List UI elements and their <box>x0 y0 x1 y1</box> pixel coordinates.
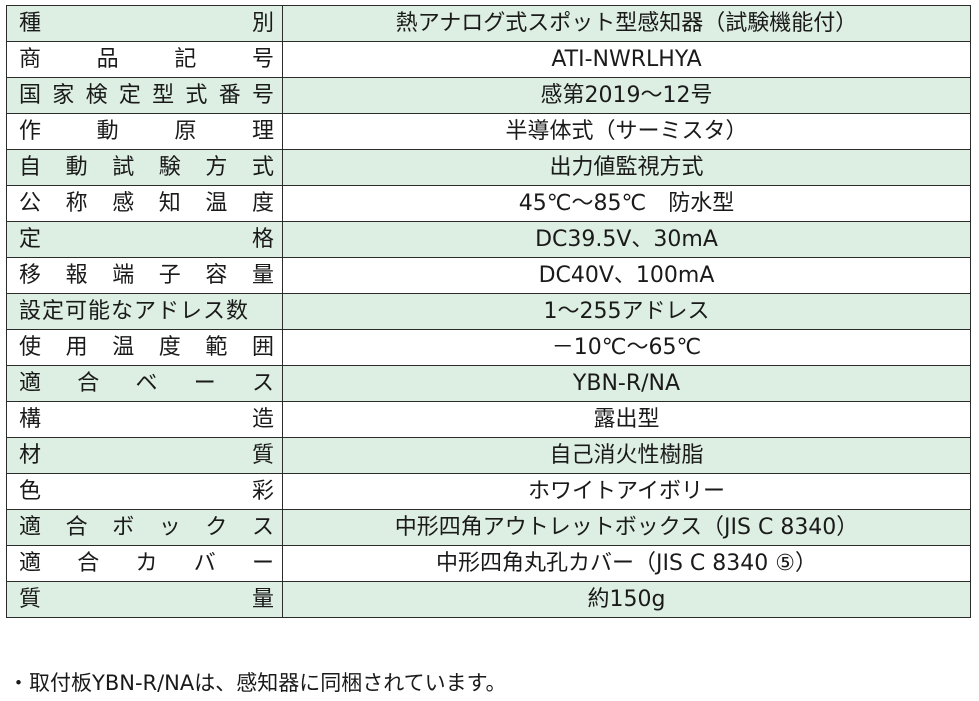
spec-label: 使用温度範囲 <box>19 334 274 360</box>
spec-row: 自動試験方式出力値監視方式 <box>6 149 971 186</box>
spec-label-cell: 色彩 <box>6 473 283 510</box>
spec-value: 約150g <box>282 581 971 618</box>
spec-label-cell: 適合ボックス <box>6 509 283 546</box>
spec-value: 感第2019～12号 <box>282 77 971 114</box>
spec-value: ホワイトアイボリー <box>282 473 971 510</box>
spec-label-cell: 商品記号 <box>6 41 283 78</box>
spec-label-cell: 使用温度範囲 <box>6 329 283 366</box>
spec-value: －10℃～65℃ <box>282 329 971 366</box>
spec-row: 商品記号 ATI-NWRLHYA <box>6 41 971 78</box>
spec-label-cell: 自動試験方式 <box>6 149 283 186</box>
spec-row: 設定可能なアドレス数 1～255アドレス <box>6 293 971 330</box>
spec-label-cell: 国家検定型式番号 <box>6 77 283 114</box>
spec-label: 公称感知温度 <box>19 190 274 216</box>
spec-value: 露出型 <box>282 401 971 438</box>
spec-row: 使用温度範囲 －10℃～65℃ <box>6 329 971 366</box>
spec-label-cell: 種別 <box>6 5 283 42</box>
spec-value: DC39.5V、30mA <box>282 221 971 258</box>
spec-label: 構造 <box>19 406 274 432</box>
spec-label-cell: 定格 <box>6 221 283 258</box>
spec-row: 構造露出型 <box>6 401 971 438</box>
spec-label: 適合カバー <box>19 550 274 576</box>
spec-row: 種別熱アナログ式スポット型感知器（試験機能付） <box>6 5 971 42</box>
spec-value: 半導体式（サーミスタ） <box>282 113 971 150</box>
spec-value: 出力値監視方式 <box>282 149 971 186</box>
spec-row: 国家検定型式番号感第2019～12号 <box>6 77 971 114</box>
spec-label-cell: 移報端子容量 <box>6 257 283 294</box>
spec-value: 自己消火性樹脂 <box>282 437 971 474</box>
spec-row: 適合ベース YBN-R/NA <box>6 365 971 402</box>
spec-label: 設定可能なアドレス数 <box>19 298 250 324</box>
spec-label-cell: 材質 <box>6 437 283 474</box>
spec-label-cell: 作動原理 <box>6 113 283 150</box>
spec-table-body: 種別熱アナログ式スポット型感知器（試験機能付）商品記号 ATI-NWRLHYA 国家… <box>6 5 971 618</box>
spec-value: DC40V、100mA <box>282 257 971 294</box>
spec-row: 質量約150g <box>6 581 971 618</box>
spec-label: 適合ベース <box>19 370 274 396</box>
spec-value: ATI-NWRLHYA <box>282 41 971 78</box>
spec-label: 作動原理 <box>19 118 274 144</box>
spec-label: 色彩 <box>19 478 274 504</box>
spec-label-cell: 公称感知温度 <box>6 185 283 222</box>
spec-label: 質量 <box>19 586 274 612</box>
spec-label-cell: 適合ベース <box>6 365 283 402</box>
footnote: ・取付板YBN-R/NAは、感知器に同梱されています。 <box>8 671 507 695</box>
spec-row: 移報端子容量 DC40V、100mA <box>6 257 971 294</box>
spec-row: 定格 DC39.5V、30mA <box>6 221 971 258</box>
spec-table: 種別熱アナログ式スポット型感知器（試験機能付）商品記号 ATI-NWRLHYA 国家… <box>6 5 971 618</box>
spec-label-cell: 適合カバー <box>6 545 283 582</box>
spec-label: 材質 <box>19 442 274 468</box>
spec-label: 種別 <box>19 10 274 36</box>
spec-row: 色彩ホワイトアイボリー <box>6 473 971 510</box>
spec-label: 定格 <box>19 226 274 252</box>
spec-row: 公称感知温度 45℃～85℃ 防水型 <box>6 185 971 222</box>
spec-label: 適合ボックス <box>19 514 274 540</box>
spec-value: YBN-R/NA <box>282 365 971 402</box>
spec-label: 国家検定型式番号 <box>19 82 274 108</box>
spec-value: 1～255アドレス <box>282 293 971 330</box>
spec-label: 商品記号 <box>19 46 274 72</box>
spec-row: 適合カバー中形四角丸孔カバー（JIS C 8340 ⑤） <box>6 545 971 582</box>
spec-label: 移報端子容量 <box>19 262 274 288</box>
spec-value: 45℃～85℃ 防水型 <box>282 185 971 222</box>
spec-row: 材質自己消火性樹脂 <box>6 437 971 474</box>
spec-value: 中形四角アウトレットボックス（JIS C 8340） <box>282 509 971 546</box>
spec-label-cell: 構造 <box>6 401 283 438</box>
spec-value: 熱アナログ式スポット型感知器（試験機能付） <box>282 5 971 42</box>
spec-label: 自動試験方式 <box>19 154 274 180</box>
spec-row: 適合ボックス中形四角アウトレットボックス（JIS C 8340） <box>6 509 971 546</box>
spec-value: 中形四角丸孔カバー（JIS C 8340 ⑤） <box>282 545 971 582</box>
spec-label-cell: 設定可能なアドレス数 <box>6 293 283 330</box>
spec-label-cell: 質量 <box>6 581 283 618</box>
spec-row: 作動原理半導体式（サーミスタ） <box>6 113 971 150</box>
